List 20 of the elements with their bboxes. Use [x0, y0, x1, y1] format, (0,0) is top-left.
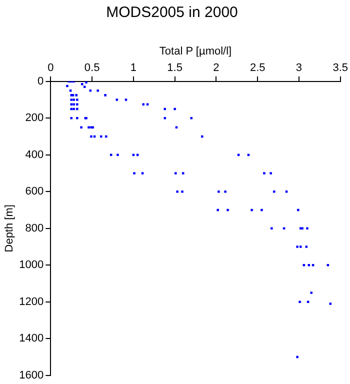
y-tick-label: 1600 [19, 369, 44, 382]
y-tick-label: 1000 [19, 259, 44, 272]
chart-title: MODS2005 in 2000 [106, 4, 238, 22]
x-tick-label: 1.5 [167, 62, 182, 74]
x-tick-label: 2.5 [250, 62, 266, 74]
y-tick-label: 600 [25, 186, 44, 198]
x-tick-label: 2 [213, 62, 220, 74]
y-tick-label: 1200 [19, 296, 44, 308]
y-tick-label: 800 [25, 222, 44, 234]
y-tick-label: 0 [38, 75, 44, 88]
x-tick-label: 0.5 [84, 62, 100, 74]
y-axis-title: Depth [m] [4, 204, 16, 252]
y-tick-label: 400 [25, 148, 44, 161]
x-tick-label: 1 [130, 62, 136, 74]
x-tick-label: 3 [296, 62, 302, 74]
y-tick-label: 200 [25, 112, 44, 124]
y-tick-label: 1400 [19, 332, 44, 345]
x-axis-title: Total P [µmol/l] [159, 46, 232, 58]
x-tick-label: 3.5 [332, 62, 348, 74]
x-tick-label: 0 [48, 62, 54, 74]
